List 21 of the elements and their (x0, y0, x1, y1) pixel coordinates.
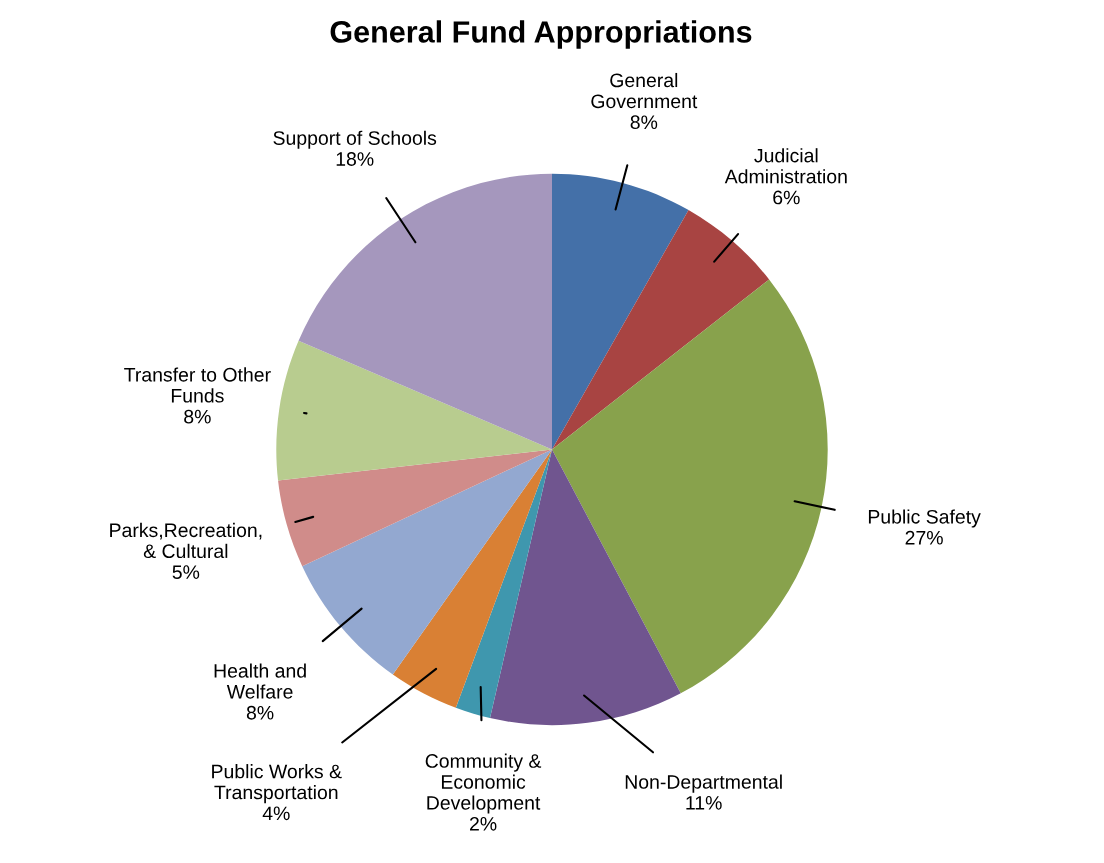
slice-label: General Government (591, 72, 698, 109)
data-label: 5% (172, 565, 200, 580)
slice-label: Judicial Administration (724, 148, 847, 184)
slice-label: Public Works & Transportation (212, 764, 342, 804)
data-label: 11% (686, 796, 722, 810)
slice-label: Non-Departmental (625, 774, 782, 793)
data-label: 6% (773, 190, 800, 205)
slice-label: Health and Welfare (214, 663, 306, 699)
data-label: 18% (336, 152, 374, 166)
data-label: 8% (246, 705, 274, 720)
data-label: 8% (184, 409, 211, 424)
slice-label: Parks,Recreation, & Cultural (110, 522, 262, 559)
data-label: 8% (630, 115, 658, 130)
data-label: 2% (470, 816, 497, 831)
data-label: 27% (905, 530, 943, 545)
slice-label: Public Safety (868, 509, 981, 528)
chart-title: General Fund Appropriations (330, 20, 752, 49)
data-label: 4% (262, 806, 290, 821)
slice-label: Transfer to Other Funds (124, 367, 271, 403)
slice-label: Community & Economic Development (425, 753, 542, 814)
slice-label: Support of Schools (273, 130, 437, 149)
